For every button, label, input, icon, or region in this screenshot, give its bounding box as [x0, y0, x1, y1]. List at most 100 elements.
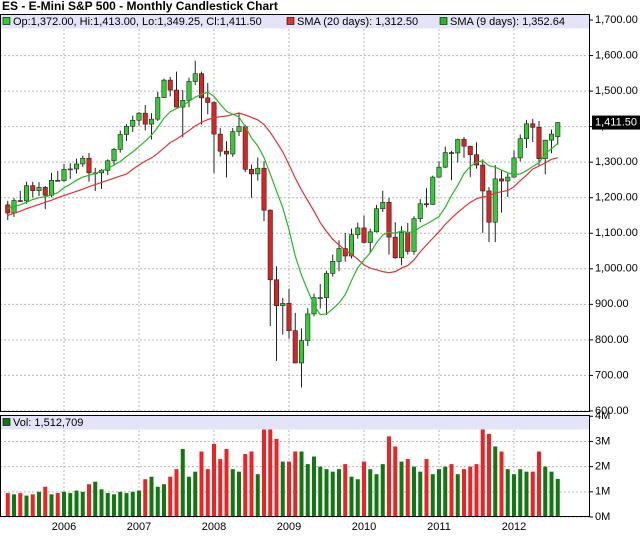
candle-body: [330, 261, 336, 274]
candle-body: [136, 112, 142, 121]
last-price-tag: [592, 115, 640, 130]
candle-body: [398, 232, 404, 259]
volume-bar: [99, 489, 104, 517]
volume-bar: [274, 438, 279, 517]
candle-body: [242, 126, 248, 170]
candle-body: [511, 157, 517, 178]
volume-bar: [487, 433, 491, 517]
candle-body: [392, 236, 398, 259]
volume-bar: [80, 491, 85, 517]
volume-bar: [549, 471, 554, 517]
volume-bar: [43, 486, 48, 517]
candle-body: [548, 133, 554, 141]
volume-bar: [68, 493, 73, 517]
candle-body: [186, 81, 192, 101]
volume-bar: [212, 443, 216, 517]
candle-body: [36, 187, 42, 191]
volume-bar: [55, 493, 60, 517]
volume-bar: [137, 490, 141, 517]
candle-body: [217, 133, 223, 152]
x-tick-label: 2010: [352, 521, 376, 533]
volume-legend: Vol: 1,512,709: [13, 417, 83, 429]
volume-bar: [162, 484, 166, 517]
candle-body: [467, 145, 473, 156]
volume-bar: [349, 476, 354, 517]
candle-body: [448, 152, 454, 154]
volume-bar: [499, 451, 504, 517]
candle-body: [261, 167, 267, 211]
candle-body: [386, 202, 392, 238]
candle-body: [417, 203, 423, 219]
volume-bar: [5, 493, 10, 517]
candle-body: [111, 149, 117, 162]
volume-bar: [224, 449, 229, 517]
x-tick-label: 2011: [427, 521, 451, 533]
volume-bar: [105, 493, 110, 517]
y-tick-label: 1,600.00: [595, 49, 638, 61]
last-price-label: 1,411.50: [595, 116, 637, 128]
price-frame: [0, 14, 590, 412]
volume-bar: [174, 469, 179, 517]
candle-body: [442, 152, 448, 168]
candle-body: [498, 178, 504, 182]
candle-body: [5, 204, 11, 214]
candle-body: [80, 157, 86, 165]
volume-bar: [493, 446, 498, 517]
legend-label: SMA (9 days): 1,352.64: [450, 16, 565, 28]
candle-body: [167, 79, 173, 91]
volume-bar: [480, 423, 485, 517]
volume-bar: [287, 461, 291, 517]
volume-bar: [268, 423, 273, 517]
candle-body: [249, 168, 255, 175]
candle-body: [517, 138, 523, 159]
candle-body: [292, 330, 298, 364]
candle-body: [86, 157, 92, 174]
volume-bar: [393, 446, 398, 517]
candle-body: [55, 180, 61, 182]
volume-bar: [249, 451, 254, 517]
plot-layer: [0, 19, 593, 518]
legend-label: SMA (20 days): 1,312.50: [297, 16, 418, 28]
volume-bar: [543, 466, 548, 517]
volume-bar: [49, 494, 54, 517]
candle-body: [117, 134, 123, 150]
candle-body: [423, 203, 429, 206]
candle-body: [61, 168, 67, 181]
volume-bar: [518, 469, 523, 517]
volume-bar: [12, 494, 16, 517]
candle-body: [461, 139, 467, 147]
ohlc-legend: Op:1,372.00, Hi:1,413.00, Lo:1,349.25, C…: [13, 16, 262, 28]
candle-body: [161, 79, 167, 98]
volume-bar: [462, 469, 466, 517]
candle-body: [224, 150, 230, 155]
candle-body: [361, 227, 367, 243]
y-tick-label: 2M: [595, 461, 610, 473]
volume-bar: [62, 491, 66, 517]
x-tick-label: 2006: [52, 521, 76, 533]
y-tick-label: 1,500.00: [595, 85, 638, 97]
sma-line: [7, 91, 559, 316]
candle-body: [323, 273, 329, 298]
candle-body: [355, 227, 361, 235]
candle-body: [130, 119, 136, 127]
y-tick-label: 3M: [595, 435, 610, 447]
candle-body: [348, 234, 354, 257]
volume-bar: [293, 451, 298, 517]
volume-bar: [380, 464, 385, 517]
legend-swatch: [2, 17, 11, 25]
volume-bar: [218, 459, 223, 517]
volume-bar: [424, 459, 429, 517]
candle-body: [455, 139, 461, 154]
candle-body: [149, 118, 155, 125]
volume-legend-bar: [0, 415, 590, 430]
candle-body: [367, 231, 373, 243]
volume-bar: [30, 494, 35, 517]
y-tick-label: 0M: [595, 511, 610, 523]
volume-bar: [187, 476, 191, 517]
volume-bar: [418, 471, 423, 517]
candle-body: [286, 302, 292, 331]
candle-body: [486, 190, 492, 223]
volume-bar: [255, 474, 260, 517]
volume-bar: [405, 459, 410, 517]
